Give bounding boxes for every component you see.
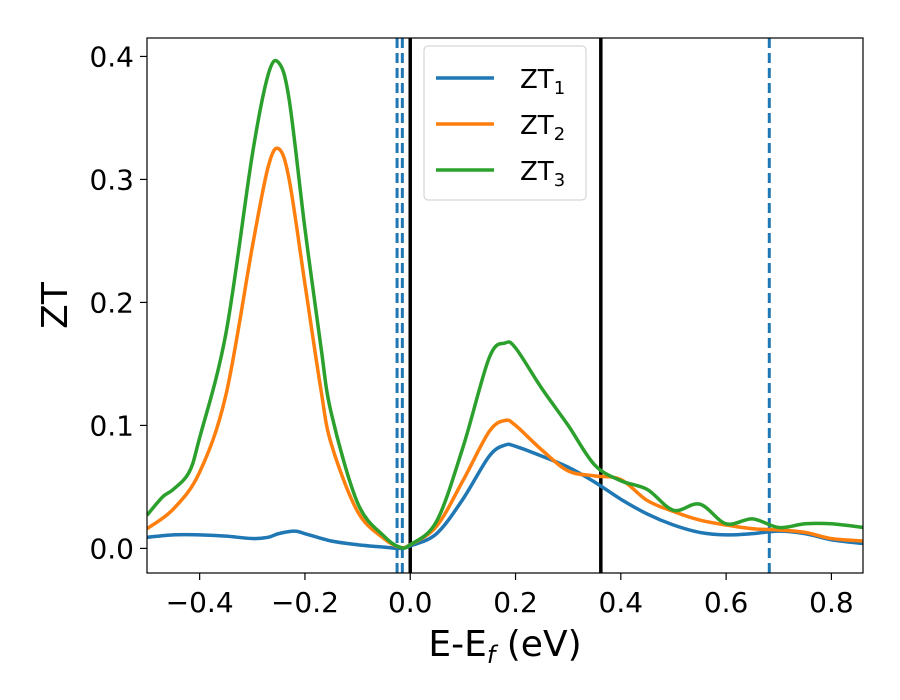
x-tick-label: 0.6 [704,586,749,619]
series-line-3 [147,58,863,550]
x-axis-label-main: E-E [428,624,486,665]
legend-entry-3: ZT3 [436,157,565,191]
x-tick-label: 0.4 [599,586,644,619]
y-axis-ticks: 0.0 0.1 0.2 0.3 0.4 [89,40,147,565]
x-axis-label: E-Ef (eV) [428,624,581,669]
legend-label: ZT3 [520,157,565,191]
x-tick-label: 0.0 [388,586,433,619]
x-tick-label: 0.8 [809,586,854,619]
x-tick-label: −0.2 [271,586,339,619]
y-axis-label: ZT [35,281,76,329]
vertical-reference-lines [395,38,771,573]
y-tick-label: 0.4 [89,40,134,73]
series-line-2 [147,146,863,550]
series-line-1 [147,442,863,551]
y-tick-label: 0.3 [89,163,134,196]
legend: ZT1 ZT2 ZT3 [423,45,587,201]
x-axis-ticks: −0.4 −0.2 0.0 0.2 0.4 0.6 0.8 [166,573,854,619]
legend-entry-2: ZT2 [436,111,565,145]
legend-label: ZT1 [520,65,565,99]
x-tick-label: −0.4 [166,586,234,619]
x-tick-label: 0.2 [493,586,538,619]
y-tick-label: 0.1 [89,409,134,442]
x-axis-label-tail: (eV) [495,624,581,665]
y-tick-label: 0.2 [89,286,134,319]
legend-entry-1: ZT1 [436,65,565,99]
series-lines [147,58,863,551]
y-tick-label: 0.0 [89,532,134,565]
plot-frame [146,37,864,574]
legend-box [423,45,587,201]
legend-label: ZT2 [520,111,565,145]
